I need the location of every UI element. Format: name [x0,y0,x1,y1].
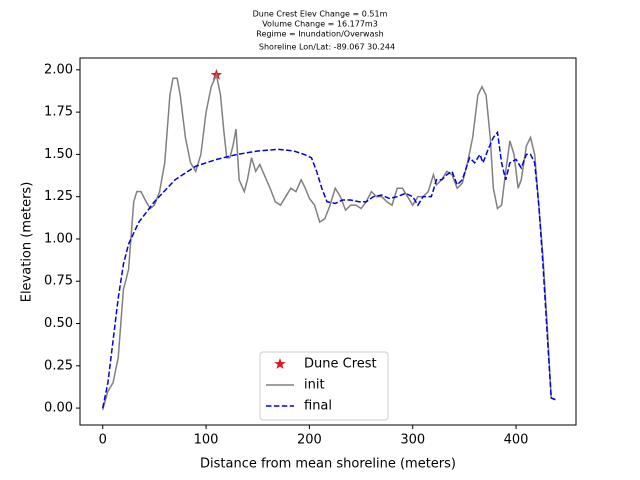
title-line: Shoreline Lon/Lat: -89.067 30.244 [259,43,395,52]
y-tick-label: 1.75 [44,105,73,120]
legend-label: init [304,378,325,393]
x-tick-label: 200 [297,433,322,448]
y-axis-label: Elevation (meters) [20,182,35,303]
line-init [102,72,556,410]
legend-label: Dune Crest [304,357,377,372]
line-final [101,130,556,409]
y-tick-label: 0.25 [44,358,73,373]
y-tick-label: 0.00 [44,401,73,416]
x-tick-label: 400 [504,433,529,448]
x-tick-label: 100 [194,433,219,448]
plot-frame [79,57,577,426]
legend-box [259,351,389,421]
y-tick-label: 1.50 [44,147,73,162]
x-tick-label: 300 [400,433,425,448]
y-tick-label: 1.25 [44,189,73,204]
y-tick-label: 2.00 [44,62,73,77]
x-tick-label: 0 [99,433,107,448]
title-line: Volume Change = 16.177m3 [262,20,378,29]
y-tick-label: 1.00 [44,231,73,246]
legend-marker [274,357,286,369]
y-tick-label: 0.50 [44,316,73,331]
legend-label: final [304,399,332,414]
y-tick-label: 0.75 [44,274,73,289]
x-axis-label: Distance from mean shoreline (meters) [200,457,456,472]
title-line: Dune Crest Elev Change = 0.51m [253,10,388,19]
title-line: Regime = Inundation/Overwash [256,30,383,39]
